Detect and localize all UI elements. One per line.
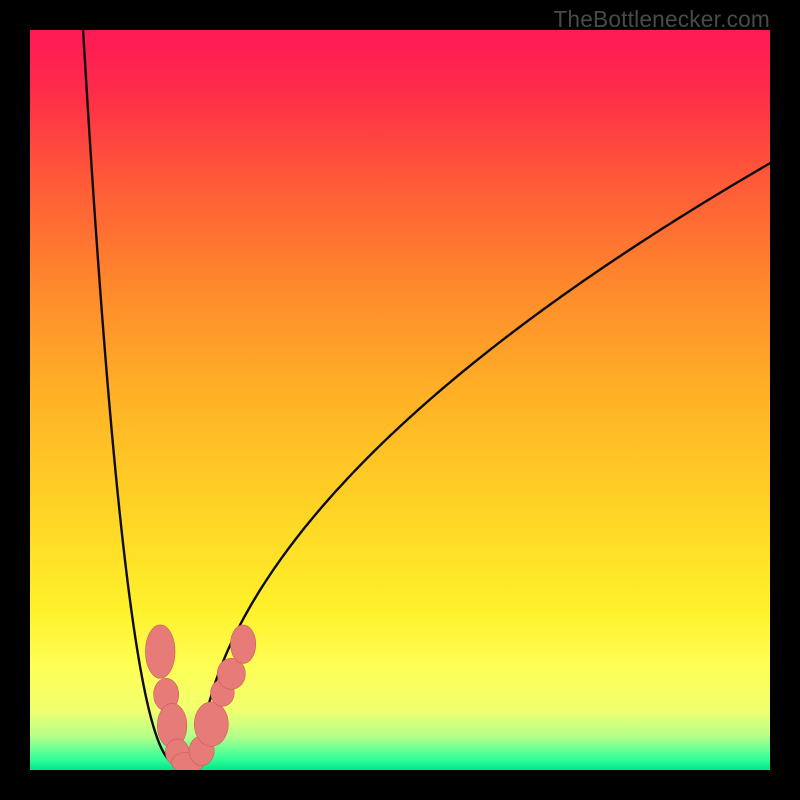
bottleneck-curve — [82, 8, 770, 764]
data-point — [194, 702, 228, 746]
curve-layer — [0, 0, 800, 800]
watermark-text: TheBottlenecker.com — [553, 6, 770, 33]
bottleneck-figure: TheBottlenecker.com — [0, 0, 800, 800]
data-point — [231, 625, 256, 663]
data-point — [145, 625, 175, 678]
